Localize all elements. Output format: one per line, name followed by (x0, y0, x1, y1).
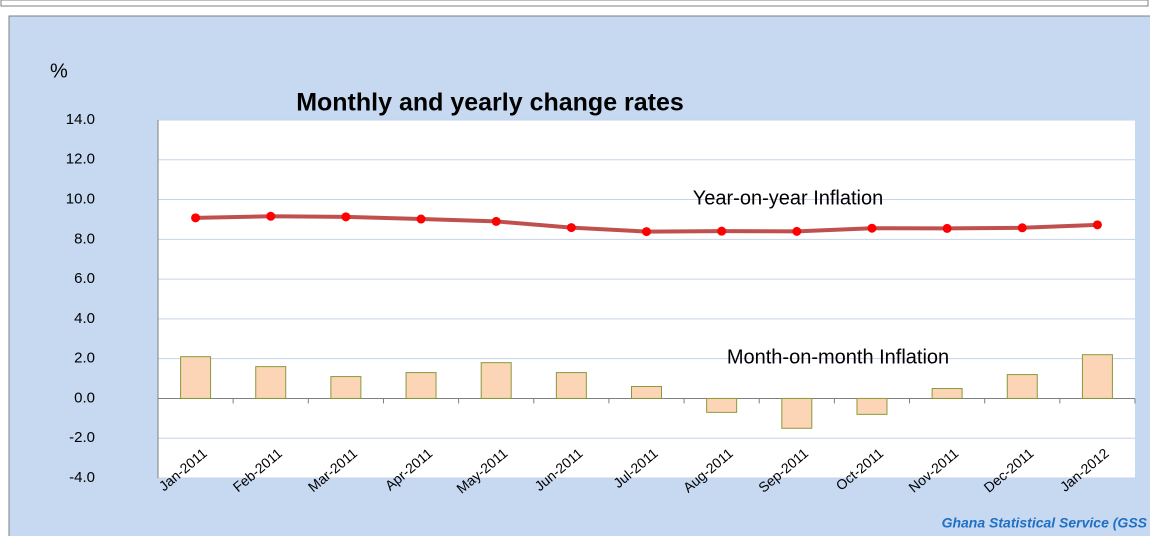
plot-area (158, 120, 1135, 478)
y-tick-label: 10.0 (66, 191, 95, 208)
y-tick-label: 4.0 (74, 310, 95, 327)
marker (191, 213, 201, 223)
marker (867, 223, 877, 233)
bar (405, 372, 437, 399)
marker (792, 226, 802, 236)
y-tick-label: 12.0 (66, 151, 95, 168)
y-tick-label: 14.0 (66, 111, 95, 128)
y-axis-label: % (50, 60, 68, 82)
y-tick-label: -2.0 (69, 429, 95, 446)
top-strip (0, 0, 1149, 7)
y-tick-label: 0.0 (74, 389, 95, 406)
y-tick-label: 8.0 (74, 230, 95, 247)
series-label: Month-on-month Inflation (727, 346, 949, 368)
bar (180, 356, 212, 399)
bar (631, 386, 662, 399)
marker (642, 227, 651, 237)
marker (341, 212, 351, 222)
marker (1092, 220, 1102, 230)
bar (1081, 354, 1113, 399)
y-tick-label: -4.0 (69, 469, 95, 486)
marker (717, 226, 727, 236)
bar (555, 372, 587, 399)
y-tick-label: 2.0 (74, 350, 95, 367)
marker (491, 216, 501, 226)
bar (781, 397, 813, 429)
bar (255, 366, 287, 399)
bar (931, 388, 963, 399)
y-tick-label: 6.0 (74, 270, 95, 287)
marker (942, 223, 952, 233)
bar (706, 397, 738, 413)
marker (266, 211, 276, 221)
chart-title: Monthly and yearly change rates (296, 89, 684, 117)
marker (416, 214, 426, 224)
marker (566, 223, 576, 233)
series-label: Year-on-year Inflation (693, 187, 884, 209)
source: Ghana Statistical Service (GSS (942, 515, 1148, 531)
bar (480, 362, 512, 399)
marker (1017, 223, 1027, 233)
bar (1006, 374, 1038, 399)
bar (856, 397, 888, 415)
bar (330, 376, 362, 399)
